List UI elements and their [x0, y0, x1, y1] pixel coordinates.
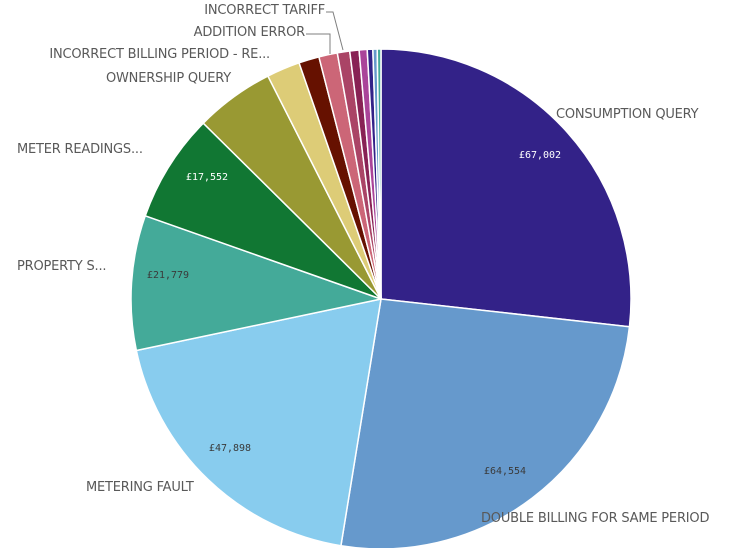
slice-category-label: DOUBLE BILLING FOR SAME PERIOD [481, 511, 709, 526]
slice-category-label: METERING FAULT [86, 480, 194, 495]
slice-value-label: £64,554 [484, 466, 526, 477]
slice-value-label: £21,779 [147, 270, 189, 281]
pie-slices [130, 48, 632, 548]
pie-slice[interactable] [340, 298, 631, 548]
leader-line [306, 33, 331, 54]
slice-value-label: £67,002 [519, 150, 561, 161]
slice-value-labels: £67,002 £64,554 £47,898 £21,779 £17,552 [147, 150, 561, 477]
category-labels: CONSUMPTION QUERY DOUBLE BILLING FOR SAME… [17, 3, 710, 526]
pie-slice[interactable] [380, 48, 632, 328]
pie-slice[interactable] [135, 298, 382, 547]
slice-category-label: PROPERTY S... [17, 259, 106, 274]
leader-lines [306, 11, 344, 54]
leader-line [326, 11, 344, 51]
slice-value-label: £17,552 [186, 172, 228, 183]
slice-category-label: INCORRECT BILLING PERIOD - RE... [49, 47, 270, 62]
slice-category-label: METER READINGS... [17, 142, 143, 157]
slice-category-label: CONSUMPTION QUERY [556, 107, 699, 122]
slice-category-label: INCORRECT TARIFF [204, 3, 325, 18]
slice-category-label: ADDITION ERROR [194, 25, 306, 40]
slice-category-label: OWNERSHIP QUERY [106, 71, 231, 86]
slice-value-label: £47,898 [209, 443, 251, 454]
pie-slice[interactable] [376, 48, 382, 300]
pie-slice[interactable] [144, 122, 382, 300]
pie-slice[interactable] [130, 214, 384, 352]
